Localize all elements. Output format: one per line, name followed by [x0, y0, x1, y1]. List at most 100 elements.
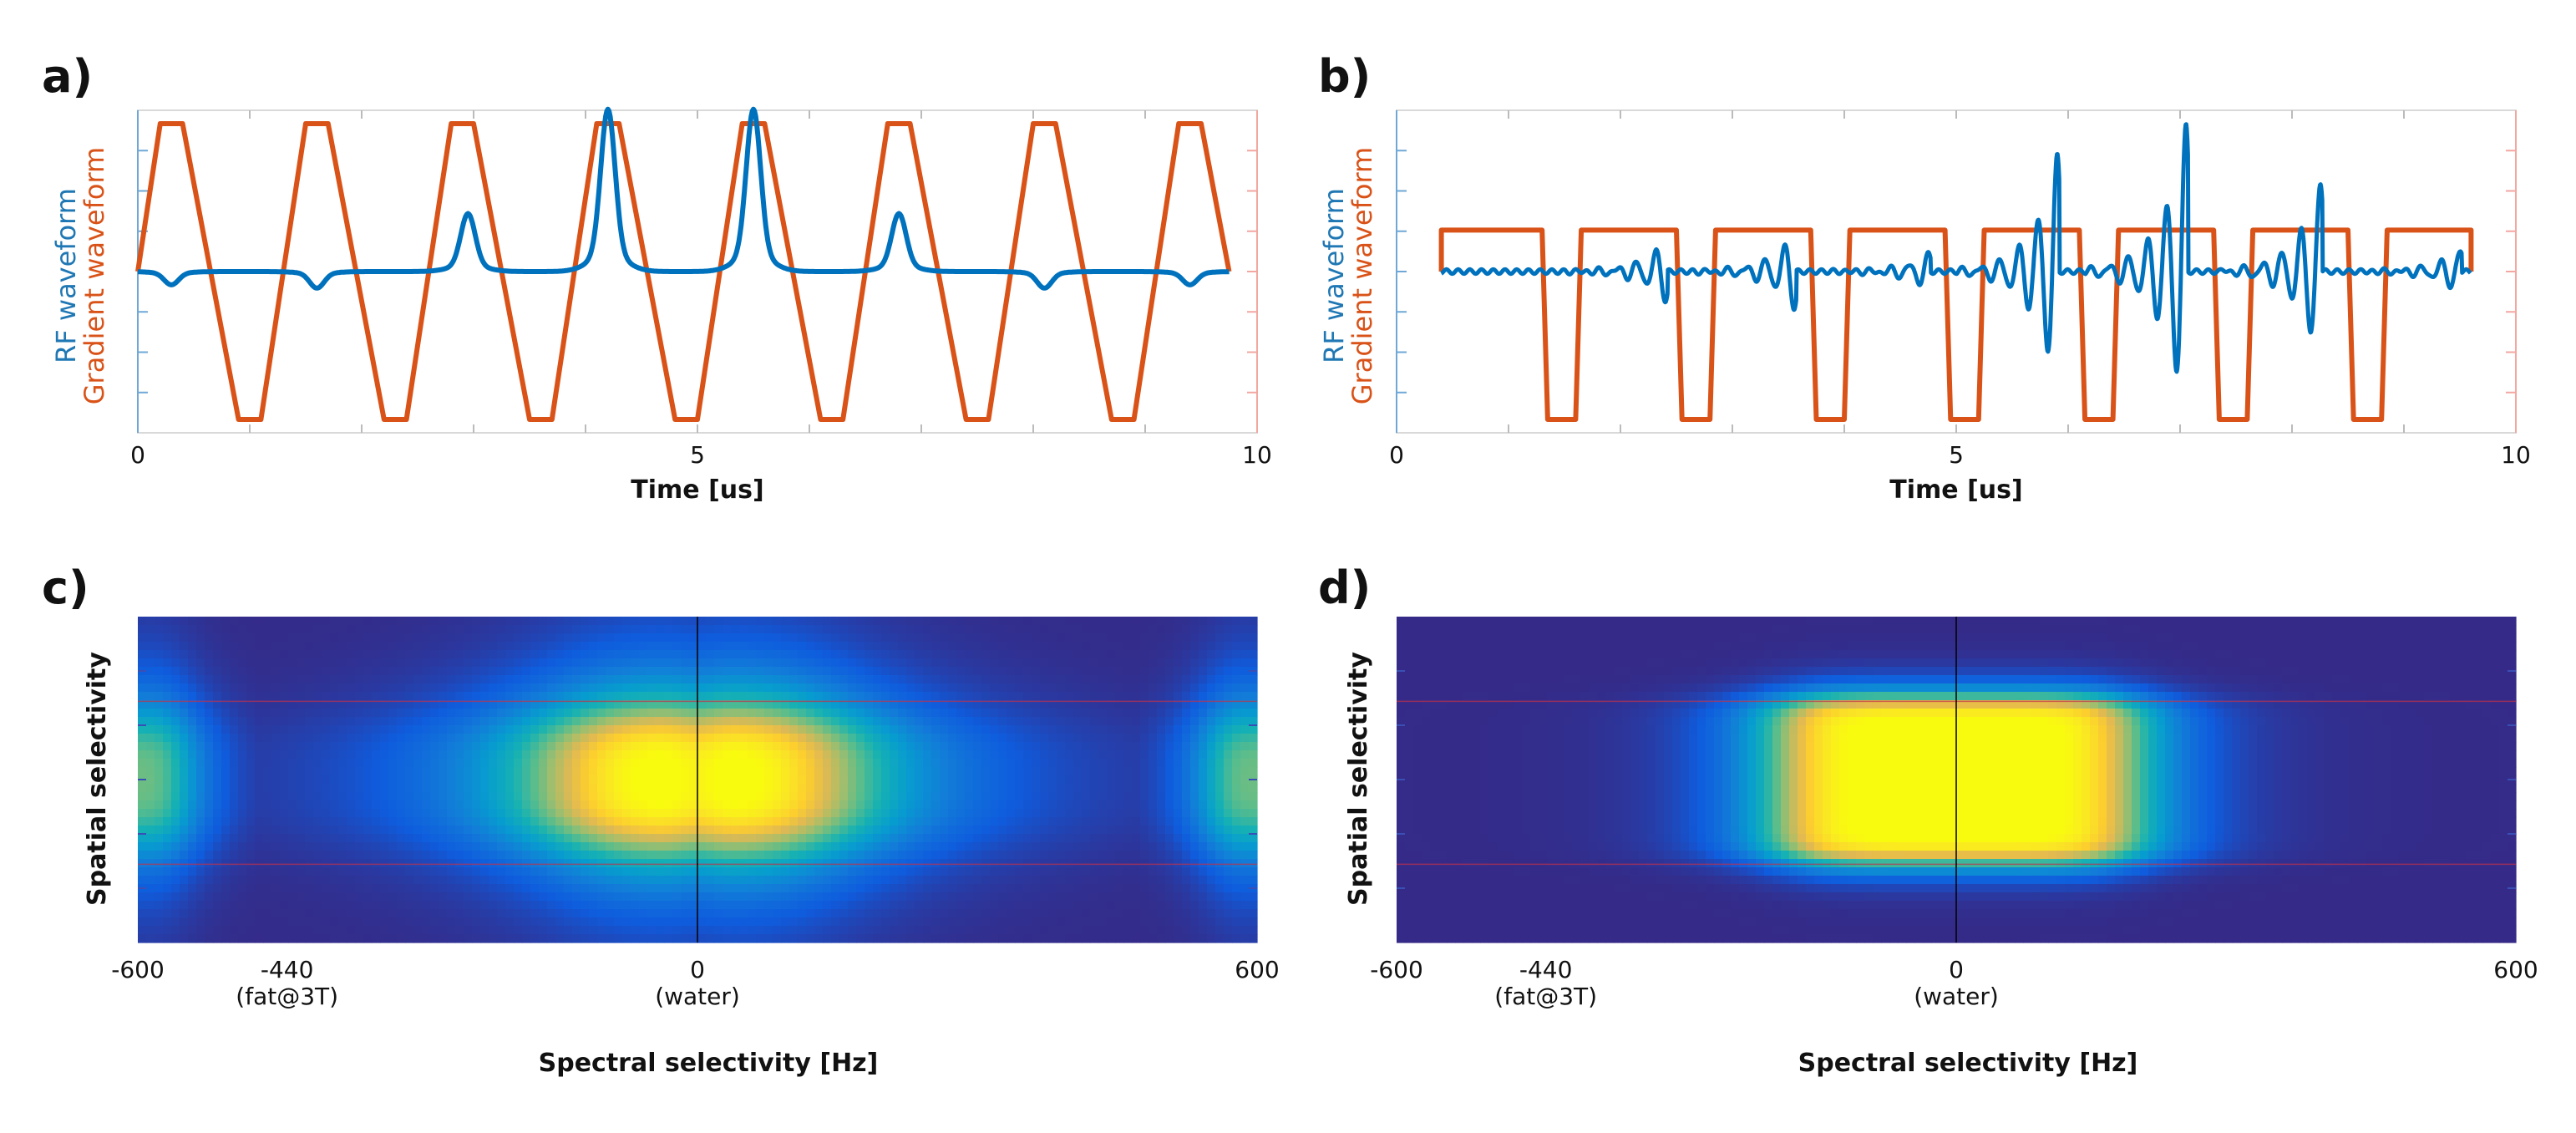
c-heatmap-cell	[530, 625, 540, 634]
c-heatmap-cell	[413, 917, 423, 927]
c-heatmap-cell	[547, 725, 556, 734]
c-heatmap-cell	[1132, 750, 1141, 760]
c-heatmap-cell	[814, 759, 824, 768]
c-heatmap-cell	[672, 876, 682, 885]
c-heatmap-cell	[848, 642, 857, 651]
c-heatmap-cell	[1040, 642, 1049, 651]
c-heatmap-cell	[1165, 650, 1174, 659]
c-heatmap-cell	[1082, 667, 1091, 676]
c-heatmap-cell	[1224, 784, 1233, 793]
c-heatmap-cell	[981, 892, 991, 902]
c-heatmap-cell	[1132, 717, 1141, 726]
c-heatmap-cell	[230, 876, 239, 885]
panel-label-d: d)	[1318, 561, 1371, 614]
c-heatmap-cell	[497, 809, 506, 818]
c-heatmap-cell	[155, 784, 164, 793]
c-heatmap-cell	[447, 909, 456, 918]
c-heatmap-cell	[1015, 767, 1024, 776]
c-heatmap-cell	[923, 692, 932, 701]
c-heatmap-cell	[405, 650, 414, 659]
c-heatmap-cell	[171, 867, 180, 876]
c-heatmap-cell	[998, 826, 1007, 835]
c-heatmap-cell	[948, 826, 957, 835]
c-heatmap-cell	[313, 917, 322, 927]
c-heatmap-cell	[1098, 734, 1108, 743]
c-heatmap-cell	[998, 742, 1007, 751]
c-heatmap-cell	[413, 901, 423, 910]
c-heatmap-cell	[789, 642, 799, 651]
c-heatmap-cell	[522, 800, 531, 810]
c-heatmap-cell	[205, 642, 214, 651]
c-heatmap-cell	[781, 809, 790, 818]
c-heatmap-cell	[798, 725, 807, 734]
c-heatmap-cell	[865, 709, 874, 718]
c-heatmap-cell	[639, 892, 648, 902]
c-heatmap-cell	[764, 650, 773, 659]
c-heatmap-cell	[839, 725, 849, 734]
c-heatmap-cell	[839, 617, 849, 626]
c-heatmap-cell	[656, 867, 665, 876]
c-heatmap-cell	[547, 809, 556, 818]
c-heatmap-cell	[773, 692, 782, 701]
c-heatmap-cell	[1057, 784, 1066, 793]
c-heatmap-cell	[188, 633, 197, 643]
c-heatmap-cell	[539, 800, 548, 810]
c-heatmap-cell	[322, 725, 331, 734]
c-heatmap-cell	[138, 826, 147, 835]
c-heatmap-cell	[1174, 700, 1183, 709]
c-heatmap-cell	[1140, 667, 1149, 676]
c-heatmap-cell	[1224, 792, 1233, 801]
c-heatmap-cell	[848, 859, 857, 868]
c-heatmap-cell	[497, 658, 506, 668]
c-heatmap-cell	[764, 692, 773, 701]
c-heatmap-cell	[890, 734, 899, 743]
c-heatmap-cell	[806, 809, 815, 818]
c-heatmap-cell	[213, 625, 222, 634]
c-heatmap-cell	[689, 826, 698, 835]
c-heatmap-cell	[940, 683, 949, 693]
c-heatmap-cell	[163, 675, 172, 684]
c-heatmap-cell	[622, 717, 631, 726]
c-heatmap-cell	[1073, 876, 1083, 885]
c-heatmap-cell	[572, 650, 581, 659]
c-heatmap-cell	[814, 700, 824, 709]
c-heatmap-cell	[814, 709, 824, 718]
c-heatmap-cell	[1040, 876, 1049, 885]
c-heatmap-cell	[180, 800, 189, 810]
c-heatmap-cell	[146, 642, 155, 651]
c-heatmap-cell	[639, 750, 648, 760]
c-heatmap-cell	[940, 867, 949, 876]
c-heatmap-cell	[823, 725, 832, 734]
c-heatmap-cell	[1174, 767, 1183, 776]
c-heatmap-cell	[1065, 633, 1074, 643]
c-heatmap-cell	[1140, 692, 1149, 701]
c-heatmap-cell	[380, 675, 389, 684]
c-heatmap-cell	[931, 775, 941, 785]
c-heatmap-cell	[1065, 809, 1074, 818]
c-heatmap-cell	[706, 784, 715, 793]
c-heatmap-cell	[338, 809, 347, 818]
c-heatmap-cell	[606, 675, 615, 684]
c-heatmap-cell	[464, 851, 473, 860]
c-heatmap-cell	[956, 901, 966, 910]
c-heatmap-cell	[422, 792, 431, 801]
c-heatmap-cell	[923, 759, 932, 768]
c-heatmap-cell	[1165, 901, 1174, 910]
c-heatmap-cell	[505, 859, 515, 868]
c-heatmap-cell	[413, 851, 423, 860]
c-heatmap-cell	[631, 642, 640, 651]
c-heatmap-cell	[572, 700, 581, 709]
c-heatmap-cell	[338, 792, 347, 801]
c-heatmap-cell	[489, 901, 498, 910]
c-heatmap-cell	[739, 800, 748, 810]
c-heatmap-cell	[881, 667, 890, 676]
c-heatmap-cell	[547, 700, 556, 709]
c-heatmap-cell	[1040, 826, 1049, 835]
c-heatmap-cell	[798, 617, 807, 626]
c-heatmap-cell	[1015, 734, 1024, 743]
c-heatmap-cell	[756, 792, 765, 801]
c-heatmap-cell	[230, 625, 239, 634]
c-heatmap-cell	[1007, 901, 1016, 910]
c-heatmap-cell	[439, 876, 448, 885]
c-heatmap-cell	[1190, 667, 1199, 676]
